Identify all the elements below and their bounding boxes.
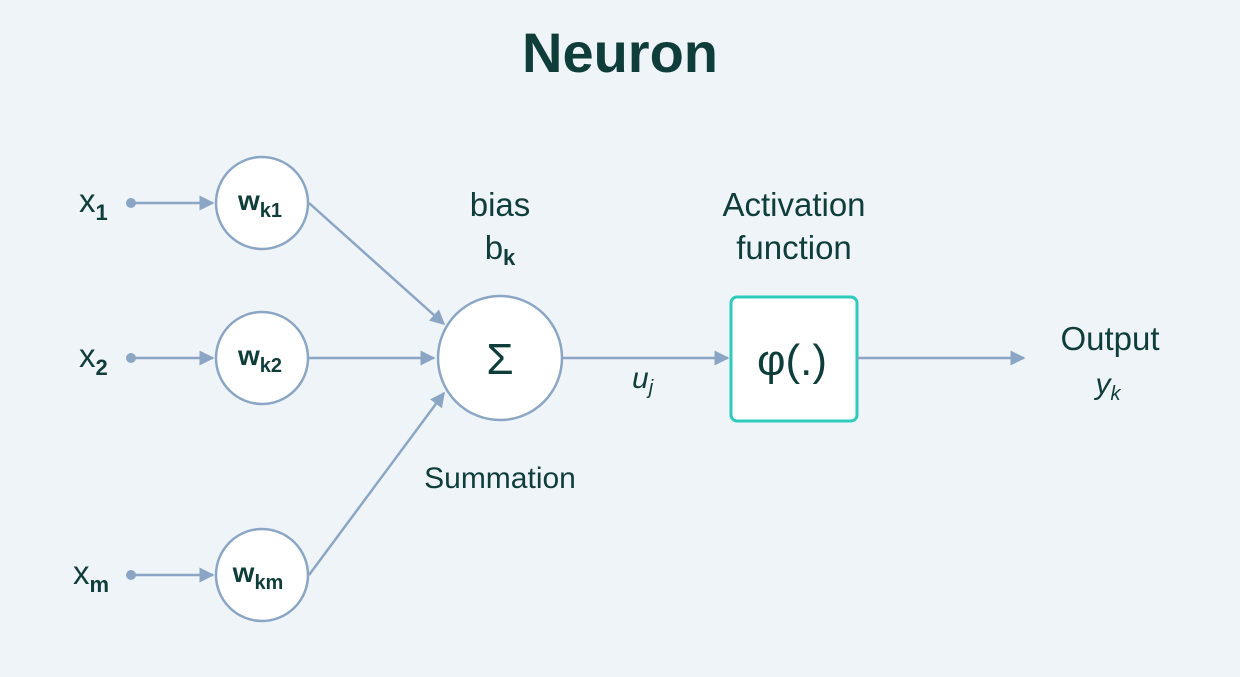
weight-node-wkm bbox=[214, 527, 310, 623]
arrow-wkm-to-sum bbox=[307, 391, 446, 576]
activation-label-line2: function bbox=[736, 229, 852, 266]
diagram-title: Neuron bbox=[522, 21, 718, 84]
bias-symbol: bk bbox=[485, 229, 516, 270]
net-input-label: uj bbox=[632, 362, 654, 399]
bias-label: bias bbox=[470, 186, 531, 223]
arrow-wk1-to-sum bbox=[308, 202, 446, 326]
summation-label: Summation bbox=[424, 462, 576, 495]
phi-symbol: φ(.) bbox=[757, 336, 827, 385]
output-label: Output bbox=[1060, 320, 1159, 357]
weight-node-wk2 bbox=[214, 310, 310, 406]
weight-node-wk1 bbox=[214, 155, 310, 251]
input-x2-label: x2 bbox=[79, 337, 108, 380]
output-symbol: yk bbox=[1094, 368, 1122, 405]
sigma-icon: Σ bbox=[486, 335, 513, 384]
input-x1-label: x1 bbox=[79, 182, 108, 225]
weight-wk1-label: wk1 bbox=[237, 185, 282, 222]
weight-wkm-label: wkm bbox=[232, 557, 284, 594]
input-xm-label: xm bbox=[73, 554, 109, 597]
activation-label-line1: Activation bbox=[722, 186, 865, 223]
weight-wk2-label: wk2 bbox=[237, 340, 282, 377]
